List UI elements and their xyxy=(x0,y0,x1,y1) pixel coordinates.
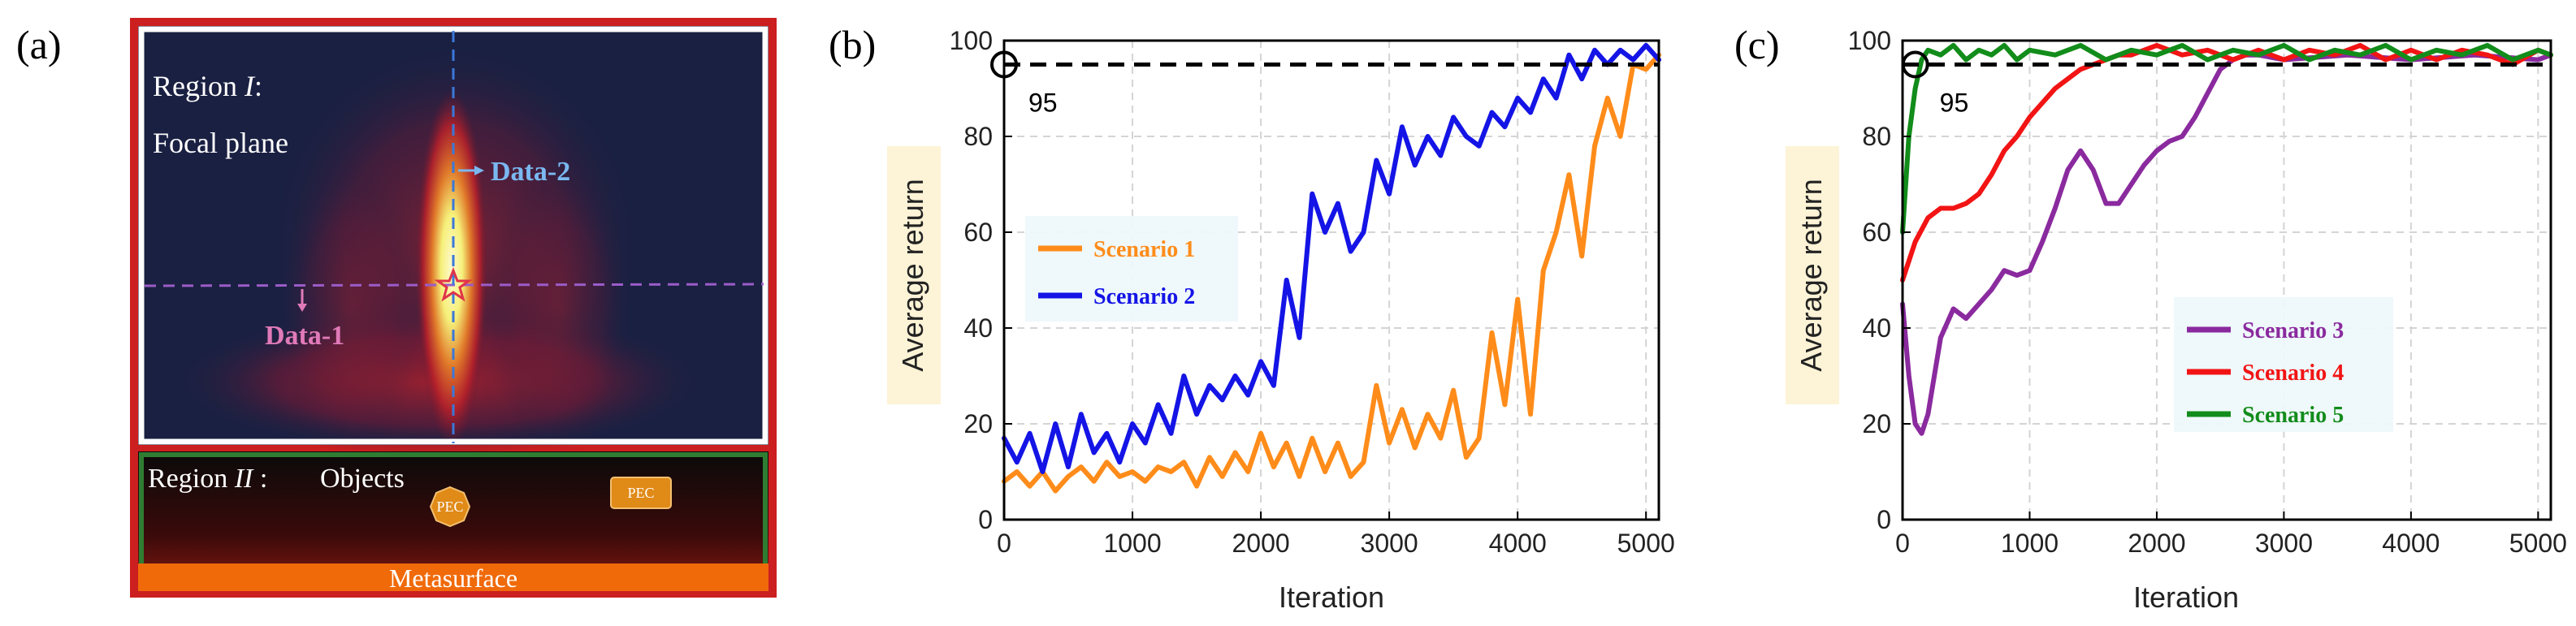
xtick-label-b-0: 0 xyxy=(997,529,1011,558)
panel-label-c: (c) xyxy=(1734,22,1780,67)
xtick-label-b-1: 1000 xyxy=(1103,529,1161,558)
xtick-label-c-5: 5000 xyxy=(2509,529,2567,558)
field-lobe-right xyxy=(487,162,634,455)
xtick-label-c-3: 3000 xyxy=(2255,529,2313,558)
xtick-label-c-1: 1000 xyxy=(2001,529,2059,558)
pec-label-2: PEC xyxy=(627,485,654,501)
axes-frame-b xyxy=(1002,39,1660,521)
legend-box-c xyxy=(2174,297,2393,432)
panel-b: (b) Average return 950 1000 2000 3000 4000 50… xyxy=(829,22,1675,614)
series-line-c-2 xyxy=(1900,42,2553,283)
ytick-label-c-3: 60 xyxy=(1862,218,1891,247)
focal-plane-label: Focal plane xyxy=(153,127,288,159)
panel-label-a: (a) xyxy=(16,22,62,67)
ytick-label-c-4: 80 xyxy=(1862,122,1891,151)
ylabel-c-box xyxy=(1786,146,1839,404)
pec-label-1: PEC xyxy=(436,499,463,515)
plot-area-c: 95 0 1000 2000 3000 4000 5000 0 20 40 60 80 100 Scena… xyxy=(1848,26,2567,558)
objects-label: Objects xyxy=(320,464,405,494)
xtick-label-c-4: 4000 xyxy=(2382,529,2440,558)
ylabel-b: Average return xyxy=(896,179,929,371)
region-2-label: Region II : xyxy=(148,464,267,494)
xtick-label-b-3: 3000 xyxy=(1361,529,1418,558)
panel-label-b: (b) xyxy=(829,22,876,67)
ytick-label-c-0: 0 xyxy=(1877,505,1891,534)
pec-object-round xyxy=(429,486,471,528)
legend-label-b-1: Scenario 1 xyxy=(1093,237,1195,262)
threshold-label-b: 95 xyxy=(1028,89,1058,118)
metasurface-label: Metasurface xyxy=(389,563,517,593)
legend-label-c-1: Scenario 3 xyxy=(2242,318,2344,343)
ytick-label-c-5: 100 xyxy=(1848,26,1891,55)
xlabel-b: Iteration xyxy=(1279,581,1384,614)
field-lobe-left xyxy=(276,162,422,455)
data-1-label: Data-1 xyxy=(265,321,344,351)
ytick-label-b-1: 20 xyxy=(963,409,993,438)
focal-hotspot xyxy=(416,89,487,447)
series-line-b-1 xyxy=(1002,52,1661,494)
data-1-arrowhead-icon xyxy=(297,304,307,312)
xtick-label-b-4: 4000 xyxy=(1489,529,1547,558)
region-1-label: Region I: xyxy=(153,70,262,102)
metasurface-bar xyxy=(138,563,768,591)
series-line-c-3 xyxy=(1900,42,2553,235)
plot-area-b: 95 0 1000 2000 3000 4000 5000 0 20 40 60 80 100 Scena… xyxy=(950,26,1675,558)
pec-object-rect xyxy=(610,477,672,509)
focal-point-star-icon xyxy=(434,266,473,302)
data-2-label: Data-2 xyxy=(491,157,570,187)
ylabel-c: Average return xyxy=(1795,179,1828,371)
ytick-label-b-3: 60 xyxy=(963,218,993,247)
legend-box-b xyxy=(1025,216,1238,322)
threshold-label-c: 95 xyxy=(1940,89,1969,118)
legend-label-c-3: Scenario 5 xyxy=(2242,403,2344,428)
data-2-arrowhead-icon xyxy=(474,166,484,175)
panel-c: (c) Average return 950 1000 2000 3000 4000 50… xyxy=(1734,22,2567,614)
xtick-label-b-5: 5000 xyxy=(1617,529,1675,558)
xtick-label-c-0: 0 xyxy=(1895,529,1910,558)
legend-label-b-2: Scenario 2 xyxy=(1093,284,1195,309)
panel-a: (a) Region I: Focal plane Data-1 Data-2 … xyxy=(16,18,777,598)
axes-frame-c xyxy=(1901,39,2552,521)
xtick-label-c-2: 2000 xyxy=(2128,529,2185,558)
legend-label-c-2: Scenario 4 xyxy=(2242,360,2344,386)
xtick-label-b-2: 2000 xyxy=(1232,529,1289,558)
xlabel-c: Iteration xyxy=(2133,581,2239,614)
ytick-label-b-5: 100 xyxy=(950,26,993,55)
ytick-label-b-0: 0 xyxy=(978,505,993,534)
ytick-label-b-4: 80 xyxy=(963,122,993,151)
ytick-label-b-2: 40 xyxy=(963,313,993,343)
ylabel-b-box xyxy=(887,146,941,404)
ytick-label-c-1: 20 xyxy=(1862,409,1891,438)
ytick-label-c-2: 40 xyxy=(1862,313,1891,343)
series-line-b-2 xyxy=(1002,42,1661,474)
